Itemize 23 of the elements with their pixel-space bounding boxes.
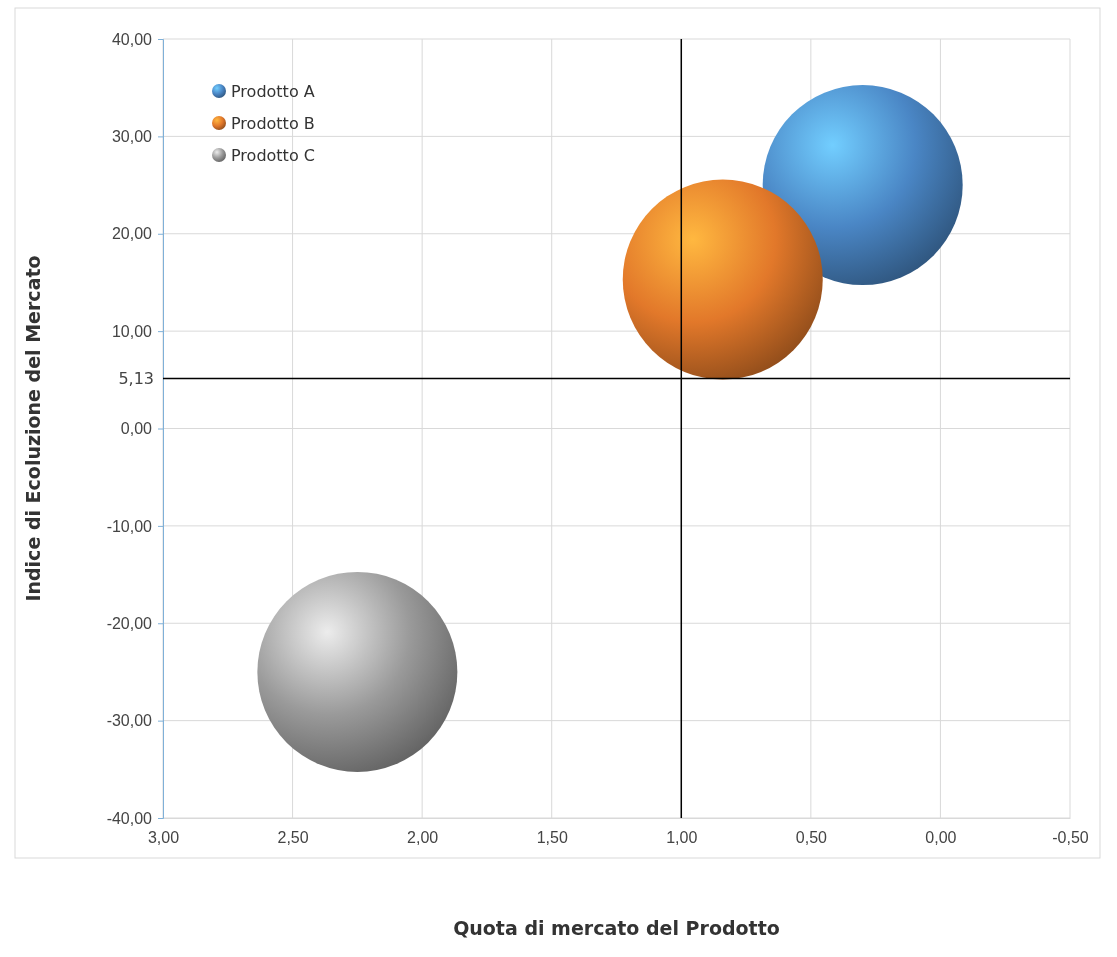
y-tick-label: 0,00 — [120, 420, 153, 438]
legend-label: Prodotto B — [231, 113, 315, 133]
x-axis-title: Quota di mercato del Prodotto — [453, 917, 780, 939]
x-tick-label: 3,00 — [147, 829, 180, 847]
y-tick-label: 20,00 — [111, 225, 153, 243]
x-tick-label: 2,50 — [277, 829, 309, 847]
y-tick-label: 10,00 — [111, 322, 153, 340]
y-tick-label: -40,00 — [106, 809, 153, 827]
y-tick-label: -20,00 — [106, 614, 153, 632]
y-tick-label: 40,00 — [111, 30, 153, 48]
ref-line-label: 5,13 — [118, 368, 154, 388]
x-tick-label: 1,50 — [536, 829, 568, 847]
y-tick-label: -10,00 — [106, 517, 153, 535]
x-tick-label: 1,00 — [666, 829, 698, 847]
y-axis-title: Indice di Ecoluzione del Mercato — [22, 255, 44, 602]
x-tick-label: 2,00 — [407, 829, 439, 847]
x-tick-label: -0,50 — [1052, 829, 1089, 847]
x-tick-label: 0,00 — [925, 829, 957, 847]
legend-label: Prodotto C — [231, 145, 315, 165]
y-tick-label: -30,00 — [106, 712, 153, 730]
y-tick-label: 30,00 — [111, 128, 153, 145]
x-tick-label: 0,50 — [795, 829, 828, 847]
legend-label: Prodotto A — [231, 81, 315, 101]
